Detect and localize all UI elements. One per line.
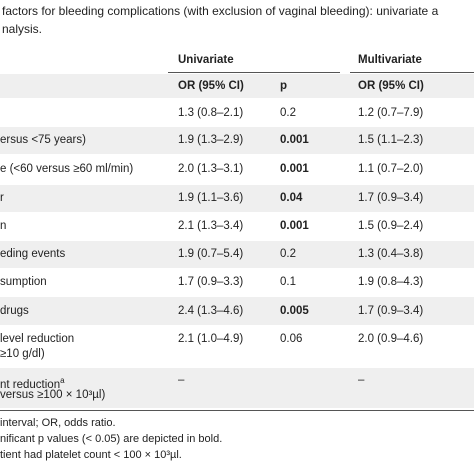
row-label: drugs [0,304,29,317]
p-value: 0.04 [280,192,303,204]
footnote: nificant p values (< 0.05) are depicted … [0,433,223,445]
caption-line: nalysis. [2,22,43,36]
row-label: eding events [0,248,66,260]
p-value: 0.001 [280,163,309,175]
univariate-or: – [178,374,185,386]
row-label: nt reductiona [0,376,65,391]
multivariate-or: 1.7 (0.9–3.4) [358,304,424,317]
p-value: 0.1 [280,276,296,288]
row-label: ersus <75 years) [0,134,86,146]
univariate-or: 1.7 (0.9–3.3) [178,276,244,288]
caption-line: factors for bleeding complications (with… [2,4,439,18]
univariate-or: 2.1 (1.0–4.9) [178,332,244,345]
header-rule [168,72,340,73]
row-label: level reduction [0,332,75,345]
row-band [0,368,474,408]
p-value: 0.001 [280,220,309,232]
multivariate-or: – [358,374,365,386]
row-label: r [0,192,4,204]
p-value: 0.06 [280,332,303,345]
group-header: Multivariate [358,54,422,66]
footnote-mark: a [60,376,65,385]
univariate-or: 1.9 (0.7–5.4) [178,248,244,260]
p-value: 0.001 [280,134,309,146]
column-header: OR (95% CI) [178,80,244,92]
p-value: 0.2 [280,106,296,119]
footnote: tient had platelet count < 100 × 10³µl. [0,449,182,461]
bottom-rule [0,410,474,411]
multivariate-or: 1.5 (1.1–2.3) [358,134,424,146]
multivariate-or: 1.7 (0.9–3.4) [358,192,424,204]
header-rule [350,72,474,73]
footnote: interval; OR, odds ratio. [0,417,116,429]
univariate-or: 2.1 (1.3–3.4) [178,220,244,232]
univariate-or: 2.0 (1.3–3.1) [178,163,244,175]
row-band [0,297,474,325]
row-band [0,241,474,268]
univariate-or: 1.9 (1.1–3.6) [178,192,244,204]
p-value: 0.2 [280,248,296,260]
row-label: versus ≥100 × 10³µl) [0,389,106,401]
multivariate-or: 1.9 (0.8–4.3) [358,276,424,288]
group-header: Univariate [178,54,234,66]
column-header: p [280,80,288,92]
row-band [0,127,474,154]
row-label: e (<60 versus ≥60 ml/min) [0,163,134,175]
multivariate-or: 1.3 (0.4–3.8) [358,248,424,260]
row-band [0,185,474,212]
row-label: ≥10 g/dl) [0,347,45,360]
row-label: sumption [0,276,47,288]
row-label: n [0,220,7,232]
p-value: 0.005 [280,304,309,317]
multivariate-or: 1.2 (0.7–7.9) [358,106,424,119]
column-header: OR (95% CI) [358,80,424,92]
multivariate-or: 1.5 (0.9–2.4) [358,220,424,232]
univariate-or: 1.9 (1.3–2.9) [178,134,244,146]
header-band [0,74,474,98]
multivariate-or: 2.0 (0.9–4.6) [358,332,424,345]
univariate-or: 2.4 (1.3–4.6) [178,304,244,317]
univariate-or: 1.3 (0.8–2.1) [178,106,244,119]
multivariate-or: 1.1 (0.7–2.0) [358,163,424,175]
